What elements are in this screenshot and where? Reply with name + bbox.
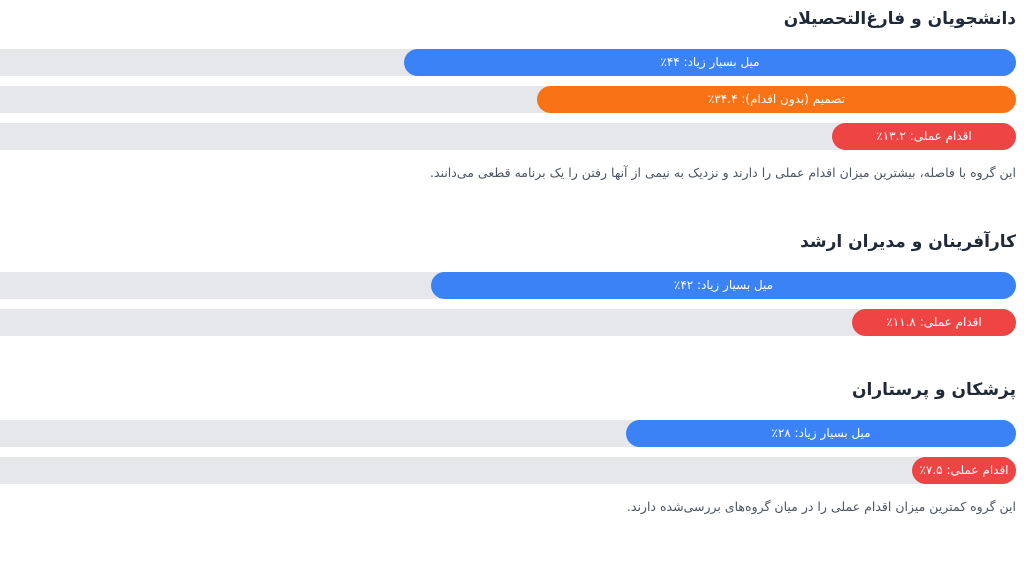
bar-decision: تصمیم (بدون اقدام): ۳۴.۴٪ (537, 86, 1016, 113)
group-entrepreneurs: کارآفرینان و مدیران ارشد میل بسیار زیاد:… (0, 229, 1016, 336)
bar-action: اقدام عملی: ۷.۵٪ (912, 457, 1016, 484)
bar-strong-desire: میل بسیار زیاد: ۴۲٪ (431, 272, 1016, 299)
bar-action: اقدام عملی: ۱۳.۲٪ (832, 123, 1016, 150)
bar-strong-desire: میل بسیار زیاد: ۴۴٪ (404, 49, 1016, 76)
bar-track: اقدام عملی: ۱۳.۲٪ (0, 123, 1016, 150)
group-title: کارآفرینان و مدیران ارشد (800, 232, 1016, 252)
bar-action: اقدام عملی: ۱۱.۸٪ (852, 309, 1016, 336)
group-doctors-nurses: پزشکان و پرستاران میل بسیار زیاد: ۲۸٪ اق… (0, 377, 1016, 517)
bar-track: میل بسیار زیاد: ۴۴٪ (0, 49, 1016, 76)
group-note: این گروه با فاصله، بیشترین میزان اقدام ع… (430, 165, 1016, 180)
group-students: دانشجویان و فارغ‌التحصیلان میل بسیار زیا… (0, 6, 1016, 183)
group-title: پزشکان و پرستاران (852, 380, 1016, 400)
bar-strong-desire: میل بسیار زیاد: ۲۸٪ (626, 420, 1016, 447)
bar-track: اقدام عملی: ۱۱.۸٪ (0, 309, 1016, 336)
bar-track: میل بسیار زیاد: ۲۸٪ (0, 420, 1016, 447)
bar-track: اقدام عملی: ۷.۵٪ (0, 457, 1016, 484)
bar-track: تصمیم (بدون اقدام): ۳۴.۴٪ (0, 86, 1016, 113)
group-title: دانشجویان و فارغ‌التحصیلان (783, 9, 1016, 29)
group-note: این گروه کمترین میزان اقدام عملی را در م… (626, 499, 1016, 514)
bar-track: میل بسیار زیاد: ۴۲٪ (0, 272, 1016, 299)
